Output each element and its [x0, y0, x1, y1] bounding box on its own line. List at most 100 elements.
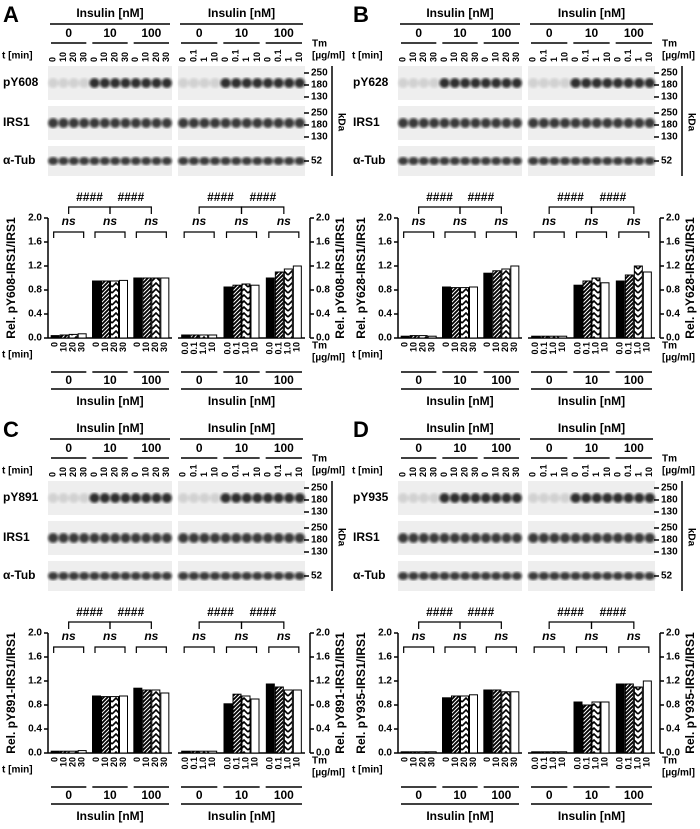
bar	[232, 284, 242, 339]
bar	[68, 333, 78, 339]
lane-label: 1	[634, 57, 644, 62]
bar-label: 10	[292, 342, 302, 352]
y-tick-label: 0.4	[28, 724, 42, 735]
blot-band	[48, 533, 59, 543]
bar	[232, 693, 242, 754]
bar-label: 10	[207, 342, 217, 352]
blot-band	[273, 78, 284, 88]
lane-label: 0	[570, 57, 580, 62]
bar-label: 1.0	[633, 757, 643, 770]
lane-label: 0.1	[273, 464, 283, 477]
bar-label: 0.1	[539, 342, 549, 355]
blot-band	[241, 493, 253, 503]
lane-label: 1	[241, 472, 251, 477]
y-tick-label: 0.0	[28, 748, 42, 759]
bar-label: 0.1	[231, 757, 241, 770]
blot-band	[68, 533, 80, 543]
blot-band	[398, 78, 409, 88]
y-tick-label: 2.0	[28, 628, 42, 639]
bar-label: 30	[509, 342, 519, 352]
insulin-level: 0	[65, 441, 72, 455]
bar-label: 0	[50, 342, 60, 347]
blot-band	[58, 157, 69, 165]
blot-band	[449, 533, 460, 543]
group-label: 100	[141, 373, 161, 387]
lane-label: 0	[220, 57, 230, 62]
bar	[92, 280, 101, 339]
bar-label: 0.1	[581, 757, 591, 770]
y-tick-label: 1.6	[316, 237, 330, 248]
bar	[558, 751, 568, 754]
blot-band	[460, 533, 471, 543]
bar	[59, 750, 69, 754]
blot-band	[262, 493, 274, 503]
blot-band	[178, 572, 189, 580]
y-tick-label: 2.0	[28, 213, 42, 224]
blot-band	[644, 118, 655, 128]
time-label: t [min]	[352, 466, 383, 477]
blot-band	[209, 78, 221, 88]
blot-band	[602, 157, 613, 165]
y-tick-label: 0.4	[316, 724, 330, 735]
bar-label: 0	[91, 757, 101, 762]
sig-bracket	[183, 231, 215, 238]
blot-band	[549, 533, 560, 543]
bar	[642, 680, 652, 754]
bar-label: 10	[557, 757, 567, 767]
lane-label: 20	[418, 52, 428, 62]
lane-label: 20	[110, 52, 120, 62]
blot-band	[511, 533, 522, 543]
tm-label: [µg/ml]	[312, 466, 345, 477]
sig-within: ns	[542, 214, 556, 228]
bar-label: 0.0	[180, 342, 190, 355]
blot-band	[602, 572, 613, 580]
bar-label: 0	[400, 342, 410, 347]
blot-band	[612, 533, 624, 543]
marker-label: 250	[661, 68, 678, 79]
bar-label: 0	[400, 757, 410, 762]
sig-bracket	[225, 646, 258, 653]
insulin-level: 100	[274, 26, 294, 40]
bar	[510, 691, 520, 754]
sig-bracket	[403, 646, 435, 653]
blot-band	[230, 157, 242, 165]
y-tick-label: 0.8	[378, 285, 392, 296]
bar-label: 0.1	[624, 342, 634, 355]
blot-band	[199, 78, 210, 88]
marker-label: 250	[311, 523, 328, 534]
blot-name: IRS1	[353, 115, 380, 129]
bar-label: 1.0	[283, 342, 293, 355]
sig-bracket	[240, 206, 285, 214]
bar	[101, 696, 110, 754]
blot-band	[141, 493, 152, 503]
blot-band	[294, 572, 306, 580]
lane-label: 0.1	[231, 49, 241, 62]
blot-band	[178, 493, 189, 503]
blot-band	[48, 78, 59, 88]
group-label: 0	[415, 373, 422, 387]
bar	[190, 334, 200, 339]
blot-band	[89, 157, 100, 165]
blot-band	[528, 572, 539, 580]
insulin-label: Insulin [nM]	[426, 6, 493, 20]
blot-band	[470, 118, 481, 128]
sig-bracket	[590, 206, 635, 214]
lane-label: 0	[48, 57, 58, 62]
sig-bracket	[53, 231, 85, 238]
blot-band	[68, 157, 80, 165]
blot-name: IRS1	[3, 530, 30, 544]
blot-band	[120, 78, 131, 88]
lane-label: 10	[602, 467, 612, 477]
blot-band	[470, 157, 481, 165]
blot-band	[48, 118, 59, 128]
blot-band	[252, 493, 263, 503]
blot-band	[570, 118, 581, 128]
bar	[265, 277, 275, 339]
blot-band	[151, 493, 162, 503]
marker-label: 130	[661, 507, 678, 518]
kda-label: kDa	[685, 113, 696, 132]
y-tick-label: 0.4	[666, 309, 680, 320]
sig-within: ns	[584, 214, 598, 228]
blot-band	[580, 493, 592, 503]
insulin-level: 10	[103, 26, 117, 40]
